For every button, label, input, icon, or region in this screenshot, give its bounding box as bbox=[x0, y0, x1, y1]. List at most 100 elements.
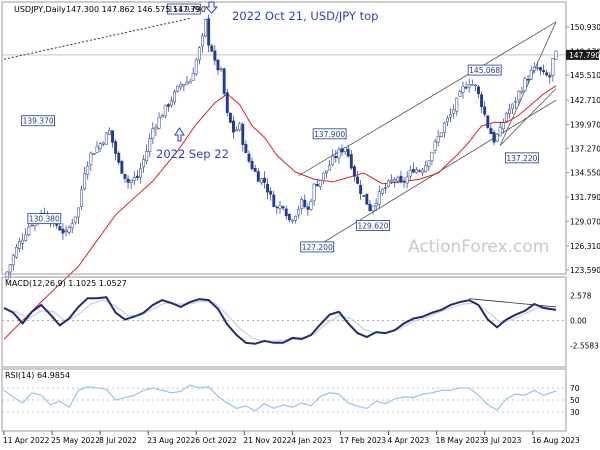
bullish-candle bbox=[107, 130, 111, 135]
bearish-candle bbox=[545, 72, 549, 76]
bearish-candle bbox=[232, 120, 235, 133]
bearish-candle bbox=[542, 70, 546, 73]
bearish-candle bbox=[222, 68, 226, 94]
bullish-candle bbox=[179, 84, 183, 88]
bearish-candle bbox=[266, 183, 270, 193]
bullish-candle bbox=[408, 170, 412, 177]
bullish-candle bbox=[8, 264, 12, 273]
bearish-candle bbox=[284, 208, 288, 216]
macd-panel: MACD(12,26,9) 1.1025 1.0527 2.578 0.00 -2.… bbox=[1, 276, 599, 368]
bearish-candle bbox=[411, 169, 415, 173]
bullish-candle bbox=[393, 179, 397, 182]
bullish-candle bbox=[433, 141, 437, 151]
bullish-candle bbox=[461, 86, 465, 93]
bullish-candle bbox=[529, 70, 533, 80]
bearish-candle bbox=[306, 206, 310, 210]
price-axis: 150.930148.170145.510142.710139.970137.2… bbox=[2, 23, 600, 275]
bearish-candle bbox=[349, 154, 353, 169]
bearish-candle bbox=[253, 168, 257, 172]
bearish-candle bbox=[492, 132, 496, 143]
bullish-candle bbox=[508, 109, 511, 114]
bullish-candle bbox=[430, 151, 434, 162]
bullish-candle bbox=[173, 91, 177, 103]
bearish-candle bbox=[315, 184, 319, 187]
bullish-candle bbox=[18, 241, 21, 249]
bullish-candle bbox=[92, 153, 96, 155]
bearish-candle bbox=[477, 86, 480, 95]
bullish-candle bbox=[300, 198, 304, 209]
bearish-candle bbox=[228, 112, 232, 123]
bullish-candle bbox=[138, 168, 142, 178]
macd-main-line bbox=[3, 296, 557, 345]
date-tick-label: 17 Feb 2023 bbox=[339, 436, 386, 445]
bullish-candle bbox=[204, 19, 208, 37]
bullish-candle bbox=[70, 223, 74, 229]
bullish-candle bbox=[455, 97, 459, 112]
bearish-candle bbox=[120, 160, 124, 174]
bullish-candle bbox=[5, 271, 9, 280]
bullish-candle bbox=[129, 179, 133, 183]
bullish-candle bbox=[132, 177, 136, 181]
bullish-candle bbox=[312, 183, 316, 202]
bearish-candle bbox=[539, 67, 542, 71]
bullish-candle bbox=[185, 81, 189, 85]
bearish-candle bbox=[483, 106, 487, 115]
bullish-candle bbox=[297, 208, 301, 216]
level-label-text: 139.370 bbox=[23, 117, 54, 126]
bullish-candle bbox=[523, 78, 527, 92]
level-label-text: 145.068 bbox=[469, 66, 500, 75]
date-tick-label: 3 Jul 2023 bbox=[484, 436, 522, 445]
bearish-candle bbox=[356, 176, 359, 184]
annotations: 2022 Oct 21, USD/JPY top 2022 Sep 22 bbox=[156, 1, 378, 161]
bullish-candle bbox=[436, 136, 440, 143]
bullish-candle bbox=[30, 224, 34, 227]
bullish-candle bbox=[473, 84, 477, 87]
bearish-candle bbox=[216, 59, 220, 71]
date-axis: 11 Apr 2022 25 May 2022 8 Jul 2022 23 Aug 2… bbox=[3, 431, 580, 445]
bearish-candle bbox=[126, 178, 130, 183]
level-label-box bbox=[21, 115, 56, 127]
watermark: ActionForex.com bbox=[408, 237, 549, 257]
rsi-tick-label: 30 bbox=[570, 408, 580, 417]
bullish-candle bbox=[176, 85, 180, 92]
rsi-axis: 70 50 30 bbox=[2, 384, 580, 417]
bearish-candle bbox=[362, 195, 366, 197]
macd-tick-label: 2.578 bbox=[570, 291, 592, 300]
date-tick-label: 11 Apr 2022 bbox=[3, 436, 50, 445]
macd-title: MACD(12,26,9) 1.1025 1.0527 bbox=[5, 279, 127, 288]
bullish-candle bbox=[325, 170, 328, 174]
bullish-candle bbox=[21, 239, 25, 244]
bearish-candle bbox=[225, 92, 229, 113]
date-tick-label: 18 May 2023 bbox=[436, 436, 485, 445]
annotation-sep-22: 2022 Sep 22 bbox=[156, 147, 229, 161]
bullish-candle bbox=[331, 155, 335, 165]
bullish-candle bbox=[290, 219, 294, 222]
bullish-candle bbox=[64, 230, 68, 233]
bearish-candle bbox=[399, 175, 403, 183]
level-label-box bbox=[27, 213, 62, 225]
bullish-candle bbox=[163, 104, 167, 117]
bearish-candle bbox=[418, 170, 422, 172]
bullish-candle bbox=[318, 179, 322, 188]
bearish-candle bbox=[61, 228, 65, 234]
channel-line bbox=[499, 88, 557, 146]
bullish-candle bbox=[95, 146, 99, 153]
price-tick-label: 139.970 bbox=[570, 120, 600, 129]
bullish-candle bbox=[104, 132, 108, 145]
macd-axis: 2.578 0.00 -2.5583 bbox=[570, 291, 599, 350]
macd-trendline bbox=[469, 298, 557, 308]
bullish-candle bbox=[511, 103, 515, 109]
bullish-candle bbox=[73, 216, 77, 223]
bullish-candle bbox=[421, 169, 425, 173]
price-tick-label: 150.930 bbox=[570, 23, 600, 32]
bullish-candle bbox=[520, 90, 524, 93]
bullish-candle bbox=[24, 234, 28, 241]
bearish-candle bbox=[526, 79, 530, 81]
date-tick-label: 21 Nov 2022 bbox=[243, 436, 291, 445]
bullish-candle bbox=[551, 58, 555, 76]
bullish-candle bbox=[405, 176, 409, 184]
bullish-candle bbox=[337, 149, 341, 159]
candlesticks bbox=[5, 14, 558, 282]
price-tick-label: 134.550 bbox=[570, 169, 600, 178]
bullish-candle bbox=[238, 123, 242, 131]
